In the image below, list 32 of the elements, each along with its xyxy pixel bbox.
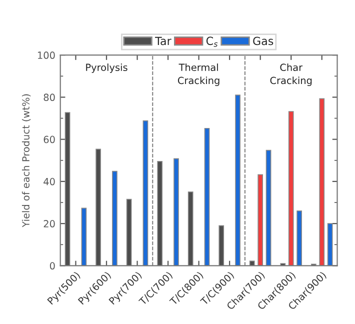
y-tick-label: 40 [44,178,55,186]
y-tick-label: 60 [44,136,55,144]
bar [319,98,325,266]
bar [258,174,264,266]
annotation: Thermal Cracking [178,64,220,86]
bar [157,161,163,266]
bar [81,208,87,266]
bar [112,170,118,266]
annotation: Pyrolysis [86,64,128,73]
y-axis-title: Yield of each Product (wt%) [22,94,31,228]
bar [64,112,70,266]
bar [235,94,240,266]
y-tick-label: 0 [50,262,55,270]
bar [327,223,333,266]
bar [266,150,272,266]
bar [249,260,255,266]
bar [174,158,179,266]
legend-label: Tar [155,36,172,46]
bar [96,148,101,266]
y-tick-label: 80 [44,94,55,102]
annotation: Char Cracking [270,64,312,86]
bar [126,198,132,266]
y-tick-label: 100 [38,52,55,59]
legend-label: C$_{s}$ [206,36,218,47]
bar [204,128,210,266]
bar [288,111,294,266]
y-tick-label: 20 [44,220,55,228]
bar [188,192,194,266]
bar [142,120,148,266]
bar [218,225,224,266]
legend-label: Gas [253,36,274,46]
bar [296,210,302,266]
